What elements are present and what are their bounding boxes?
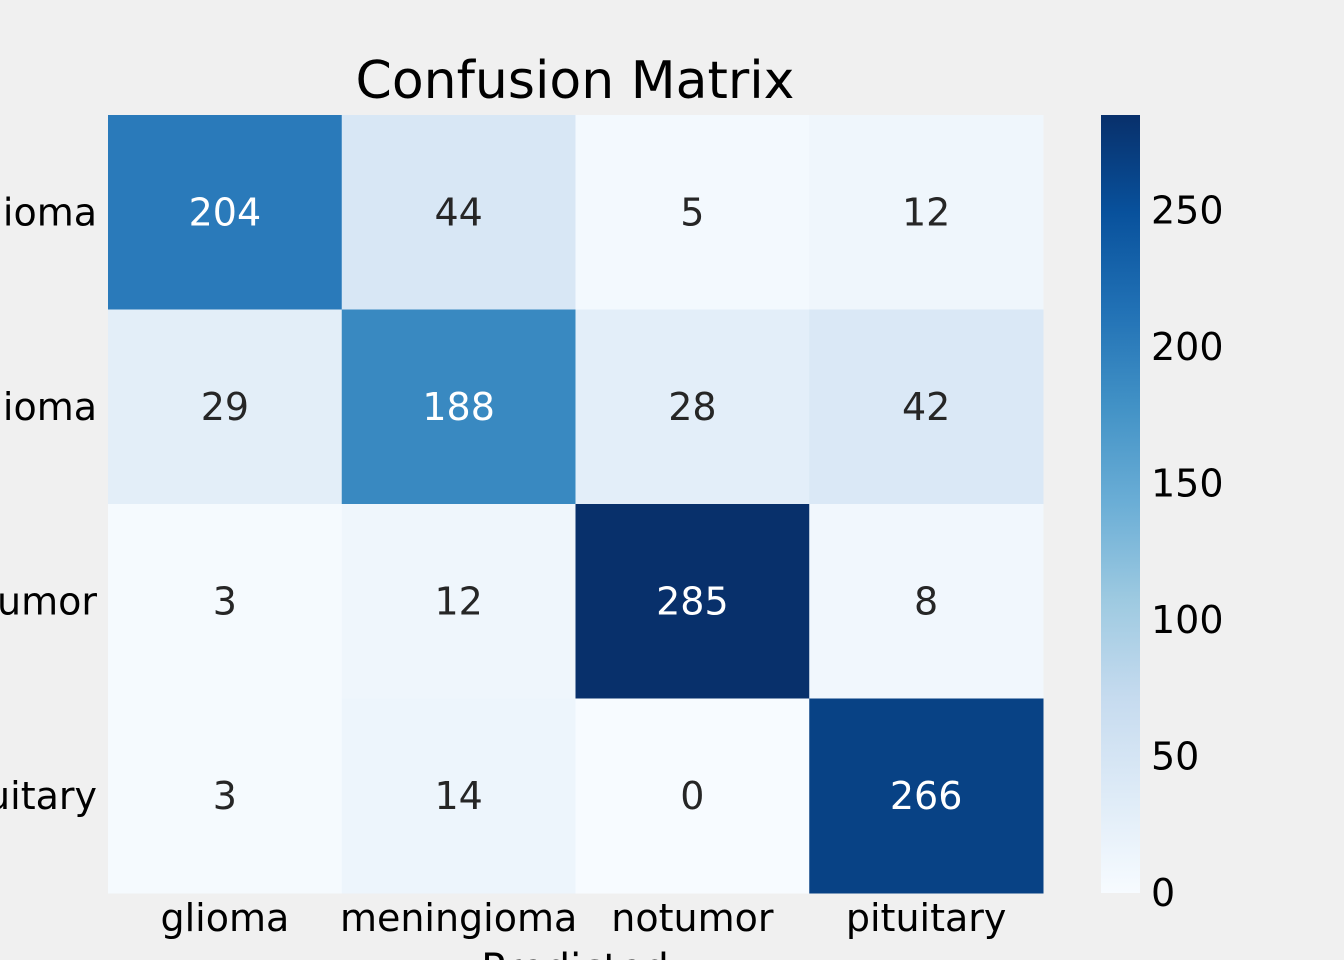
cell-value-label: 204 <box>189 190 262 234</box>
cell-value-label: 29 <box>201 385 249 429</box>
heatmap-cell <box>108 309 343 505</box>
y-tick-labels: glioma meningioma notumor pituitary <box>0 190 97 818</box>
cell-value-label: 285 <box>656 579 729 623</box>
colorbar <box>1101 115 1140 893</box>
heatmap-cell <box>341 115 576 310</box>
heatmap-cell <box>809 698 1044 894</box>
cell-value-label: 3 <box>213 774 237 818</box>
x-tick-label: pituitary <box>846 896 1007 940</box>
heatmap-cell <box>575 698 810 894</box>
colorbar-ticks: 0 50 100 150 200 250 <box>1151 189 1224 915</box>
x-tick-label: meningioma <box>340 896 577 940</box>
x-tick-label: glioma <box>160 896 289 940</box>
cell-value-label: 14 <box>434 774 482 818</box>
x-axis-label: Predicted <box>481 946 669 960</box>
cell-value-label: 44 <box>434 190 482 234</box>
cell-value-label: 8 <box>914 579 938 623</box>
y-tick-label: pituitary <box>0 774 97 818</box>
colorbar-tick-label: 250 <box>1151 189 1224 233</box>
chart-title: Confusion Matrix <box>356 51 795 111</box>
cell-value-label: 12 <box>434 579 482 623</box>
cell-value-label: 42 <box>902 385 950 429</box>
cell-value-label: 12 <box>902 190 950 234</box>
colorbar-tick-label: 100 <box>1151 598 1224 642</box>
heatmap-cells: 204 44 5 12 29 188 28 42 3 12 285 8 3 14 0 266 <box>108 115 1044 894</box>
y-tick-label: glioma <box>0 190 97 234</box>
heatmap-cell <box>809 309 1044 505</box>
heatmap-cell <box>108 698 343 894</box>
x-tick-label: notumor <box>611 896 774 940</box>
heatmap-cell <box>575 504 810 699</box>
heatmap-cell <box>341 504 576 699</box>
heatmap-cell <box>341 698 576 894</box>
colorbar-tick-label: 200 <box>1151 325 1224 369</box>
heatmap-cell <box>809 504 1044 699</box>
x-tick-labels: glioma meningioma notumor pituitary <box>160 896 1006 940</box>
cell-value-label: 266 <box>890 774 963 818</box>
y-tick-label: notumor <box>0 579 97 623</box>
cell-value-label: 188 <box>422 385 495 429</box>
y-tick-label: meningioma <box>0 385 97 429</box>
heatmap-cell <box>108 115 343 310</box>
colorbar-tick-label: 0 <box>1151 871 1175 915</box>
cell-value-label: 0 <box>680 774 704 818</box>
cell-value-label: 28 <box>668 385 716 429</box>
colorbar-tick-label: 50 <box>1151 735 1199 779</box>
heatmap-cell <box>108 504 343 699</box>
colorbar-tick-label: 150 <box>1151 462 1224 506</box>
heatmap-cell <box>575 115 810 310</box>
heatmap-cell <box>575 309 810 505</box>
cell-value-label: 5 <box>680 190 704 234</box>
cell-value-label: 3 <box>213 579 237 623</box>
heatmap-cell <box>341 309 576 505</box>
heatmap-cell <box>809 115 1044 310</box>
